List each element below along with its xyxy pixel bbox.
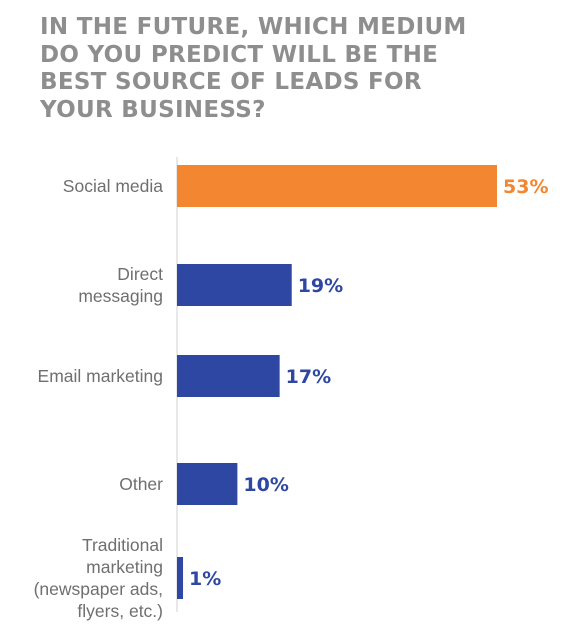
category-label: Direct messaging [78, 264, 163, 306]
value-label: 10% [243, 474, 288, 496]
category-label: Other [119, 474, 163, 494]
value-label: 1% [189, 568, 221, 590]
category-label-line: messaging [78, 286, 163, 306]
category-label: Traditional marketing (newspaper ads, flyer… [34, 535, 163, 621]
chart-title-line: IN THE FUTURE, WHICH MEDIUM [40, 14, 467, 40]
value-label: 53% [503, 176, 548, 198]
value-label: 19% [298, 275, 343, 297]
category-label-line: Traditional [82, 535, 163, 555]
bar-group: 53% Social media 19% Direct messaging 17% Emai… [34, 165, 548, 621]
category-label-line: marketing [86, 557, 163, 577]
category-label-line: Social media [63, 176, 163, 196]
chart-title-line: DO YOU PREDICT WILL BE THE [40, 41, 439, 68]
category-label-line: Email marketing [38, 366, 163, 386]
bar [177, 264, 292, 306]
category-label-line: flyers, etc.) [77, 601, 163, 621]
category-label-line: (newspaper ads, [34, 579, 163, 599]
category-label-line: Other [119, 474, 163, 494]
bar [177, 355, 280, 397]
bar [177, 557, 184, 599]
category-label: Social media [63, 176, 163, 196]
category-label: Email marketing [38, 366, 163, 386]
chart-title-line: YOUR BUSINESS? [40, 96, 266, 123]
bar [177, 463, 238, 505]
value-label: 17% [286, 366, 331, 388]
bar [177, 165, 497, 207]
category-label-line: Direct [117, 264, 163, 284]
chart-title: IN THE FUTURE, WHICH MEDIUM DO YOU PREDI… [40, 14, 540, 124]
chart-title-line: BEST SOURCE OF LEADS FOR [40, 69, 422, 95]
